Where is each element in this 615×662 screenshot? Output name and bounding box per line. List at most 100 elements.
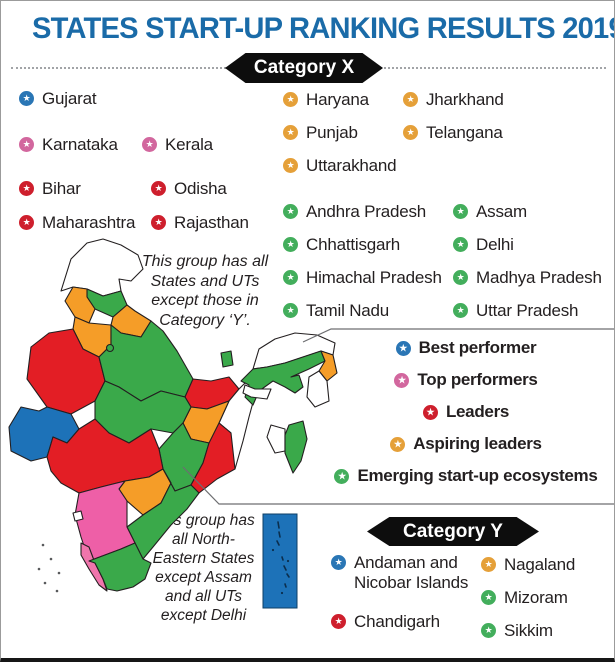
map-state-tripura <box>266 424 286 454</box>
category-y-banner: Category Y <box>367 517 539 546</box>
state-label: Odisha <box>174 179 227 198</box>
state-label: Telangana <box>426 123 503 142</box>
state-item-delhi: ★ Delhi <box>453 235 514 255</box>
star-icon: ★ <box>283 92 298 107</box>
category-y-note: This group has all North-Eastern States … <box>152 512 255 624</box>
state-item-maharashtra: ★ Maharashtra <box>19 213 135 233</box>
state-item-punjab: ★ Punjab <box>283 123 358 143</box>
lakshadweep-islands <box>37 543 61 593</box>
state-label: Punjab <box>306 123 358 142</box>
star-icon: ★ <box>151 181 166 196</box>
legend: ★ Best performer ★ Top performers ★ Leaders… <box>323 338 609 486</box>
state-item-madhya-pradesh: ★ Madhya Pradesh <box>453 268 602 288</box>
legend-emerging-ecosystems: ★ Emerging start-up ecosystems <box>334 466 598 486</box>
state-item-assam: ★ Assam <box>453 202 527 222</box>
star-icon: ★ <box>395 340 411 356</box>
state-label: Gujarat <box>42 89 97 108</box>
state-item-sikkim: ★ Sikkim <box>481 621 553 641</box>
state-label: Sikkim <box>504 621 553 640</box>
star-icon: ★ <box>283 125 298 140</box>
state-item-andaman-nicobar: ★ Andaman and Nicobar Islands <box>331 553 489 593</box>
state-label: Chandigarh <box>354 612 440 631</box>
page-title: STATES START-UP RANKING RESULTS 2019 <box>32 12 615 45</box>
state-label: Andhra Pradesh <box>306 202 427 221</box>
map-state-meghalaya <box>242 384 272 400</box>
state-item-rajasthan: ★ Rajasthan <box>151 213 249 233</box>
state-label: Uttarakhand <box>306 156 397 175</box>
map-state-maharashtra <box>46 418 164 494</box>
star-icon: ★ <box>331 555 346 570</box>
category-x-label: Category X <box>253 57 355 78</box>
star-icon: ★ <box>481 590 496 605</box>
state-item-mizoram: ★ Mizoram <box>481 588 568 608</box>
state-label: Uttar Pradesh <box>476 301 579 320</box>
star-icon: ★ <box>481 557 496 572</box>
state-item-uttarakhand: ★ Uttarakhand <box>283 156 397 176</box>
star-icon: ★ <box>19 137 34 152</box>
map-state-kerala <box>80 542 108 592</box>
star-icon: ★ <box>403 92 418 107</box>
star-icon: ★ <box>453 204 468 219</box>
state-item-uttar-pradesh: ★ Uttar Pradesh <box>453 301 578 321</box>
star-icon: ★ <box>331 614 346 629</box>
map-state-mizoram <box>284 420 308 474</box>
state-item-bihar: ★ Bihar <box>19 179 81 199</box>
star-icon: ★ <box>453 270 468 285</box>
star-icon: ★ <box>142 137 157 152</box>
state-item-gujarat: ★ Gujarat <box>19 89 97 109</box>
state-label: Andaman and Nicobar Islands <box>354 553 469 593</box>
star-icon: ★ <box>19 181 34 196</box>
star-icon: ★ <box>19 215 34 230</box>
state-item-odisha: ★ Odisha <box>151 179 227 199</box>
state-item-haryana: ★ Haryana <box>283 90 369 110</box>
state-item-karnataka: ★ Karnataka <box>19 135 118 155</box>
state-item-himachal-pradesh: ★ Himachal Pradesh <box>283 268 442 288</box>
state-item-chandigarh: ★ Chandigarh <box>331 612 440 632</box>
map-state-goa <box>72 510 84 522</box>
star-icon: ★ <box>151 215 166 230</box>
state-item-jharkhand: ★ Jharkhand <box>403 90 504 110</box>
legend-top-performers: ★ Top performers <box>394 370 538 390</box>
state-label: Assam <box>476 202 527 221</box>
state-item-nagaland: ★ Nagaland <box>481 555 575 575</box>
state-label: Rajasthan <box>174 213 249 232</box>
category-x-banner: Category X <box>225 53 383 83</box>
state-item-andhra-pradesh: ★ Andhra Pradesh <box>283 202 426 222</box>
map-state-punjab <box>64 286 96 324</box>
star-icon: ★ <box>283 158 298 173</box>
map-state-delhi <box>105 343 115 353</box>
star-icon: ★ <box>403 125 418 140</box>
state-label: Tamil Nadu <box>306 301 390 320</box>
state-label: Maharashtra <box>42 213 136 232</box>
state-label: Karnataka <box>42 135 118 154</box>
map-state-sikkim <box>220 350 234 368</box>
state-item-kerala: ★ Kerala <box>142 135 213 155</box>
star-icon: ★ <box>394 372 410 388</box>
state-label: Kerala <box>165 135 213 154</box>
state-label: Delhi <box>476 235 514 254</box>
legend-best-performer: ★ Best performer <box>395 338 537 358</box>
legend-label: Best performer <box>418 338 537 357</box>
star-icon: ★ <box>453 237 468 252</box>
state-item-telangana: ★ Telangana <box>403 123 503 143</box>
state-label: Bihar <box>42 179 81 198</box>
star-icon: ★ <box>19 91 34 106</box>
legend-label: Aspiring leaders <box>413 434 542 453</box>
state-label: Mizoram <box>504 588 568 607</box>
map-state-tamil-nadu <box>88 542 152 592</box>
state-item-tamil-nadu: ★ Tamil Nadu <box>283 301 389 321</box>
map-state-manipur <box>306 370 330 408</box>
state-label: Madhya Pradesh <box>476 268 602 287</box>
category-y-label: Category Y <box>403 520 503 542</box>
star-icon: ★ <box>422 404 438 420</box>
star-icon: ★ <box>390 436 406 452</box>
map-state-assam <box>240 350 326 406</box>
legend-label: Emerging start-up ecosystems <box>357 466 598 485</box>
state-item-chhattisgarh: ★ Chhattisgarh <box>283 235 400 255</box>
star-icon: ★ <box>453 303 468 318</box>
star-icon: ★ <box>283 303 298 318</box>
india-map <box>8 238 338 593</box>
star-icon: ★ <box>481 623 496 638</box>
state-label: Haryana <box>306 90 369 109</box>
